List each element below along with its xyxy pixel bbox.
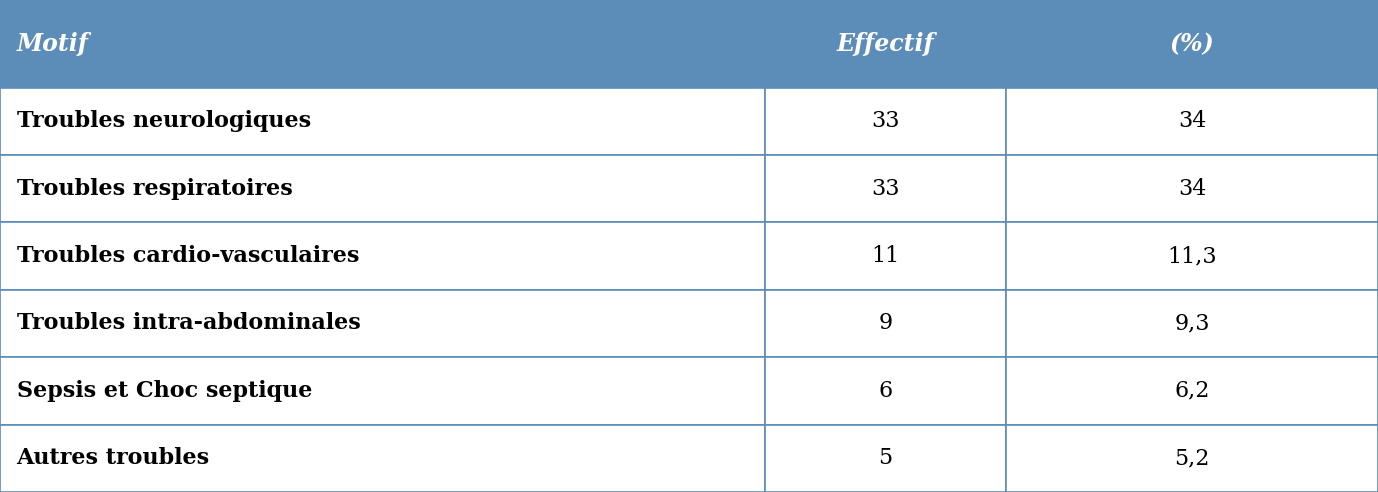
Bar <box>765 88 1006 155</box>
Bar <box>1006 88 1378 155</box>
Text: 34: 34 <box>1178 178 1206 200</box>
Text: Sepsis et Choc septique: Sepsis et Choc septique <box>17 380 311 402</box>
Text: Troubles neurologiques: Troubles neurologiques <box>17 110 310 132</box>
Text: 5: 5 <box>878 447 893 469</box>
Text: Motif: Motif <box>17 32 88 56</box>
Text: 9,3: 9,3 <box>1174 312 1210 335</box>
Bar <box>765 155 1006 222</box>
Bar <box>0 88 765 155</box>
Text: Autres troubles: Autres troubles <box>17 447 209 469</box>
Bar <box>765 290 1006 357</box>
Text: Troubles intra-abdominales: Troubles intra-abdominales <box>17 312 360 335</box>
Bar <box>0 357 765 425</box>
Text: 33: 33 <box>871 178 900 200</box>
Text: 34: 34 <box>1178 110 1206 132</box>
Bar <box>1006 222 1378 290</box>
Bar <box>765 425 1006 492</box>
Text: Troubles respiratoires: Troubles respiratoires <box>17 178 292 200</box>
Bar <box>765 357 1006 425</box>
Text: 6,2: 6,2 <box>1174 380 1210 402</box>
Text: 5,2: 5,2 <box>1174 447 1210 469</box>
Bar <box>1006 0 1378 88</box>
Bar <box>1006 290 1378 357</box>
Bar <box>0 0 765 88</box>
Text: 6: 6 <box>878 380 893 402</box>
Bar <box>0 155 765 222</box>
Text: (%): (%) <box>1170 32 1214 56</box>
Bar <box>1006 155 1378 222</box>
Text: Troubles cardio-vasculaires: Troubles cardio-vasculaires <box>17 245 358 267</box>
Text: 11,3: 11,3 <box>1167 245 1217 267</box>
Text: 9: 9 <box>878 312 893 335</box>
Text: 33: 33 <box>871 110 900 132</box>
Bar <box>1006 425 1378 492</box>
Bar <box>765 0 1006 88</box>
Text: Effectif: Effectif <box>836 32 934 56</box>
Bar <box>1006 357 1378 425</box>
Bar <box>0 290 765 357</box>
Bar <box>765 222 1006 290</box>
Text: 11: 11 <box>871 245 900 267</box>
Bar <box>0 222 765 290</box>
Bar <box>0 425 765 492</box>
